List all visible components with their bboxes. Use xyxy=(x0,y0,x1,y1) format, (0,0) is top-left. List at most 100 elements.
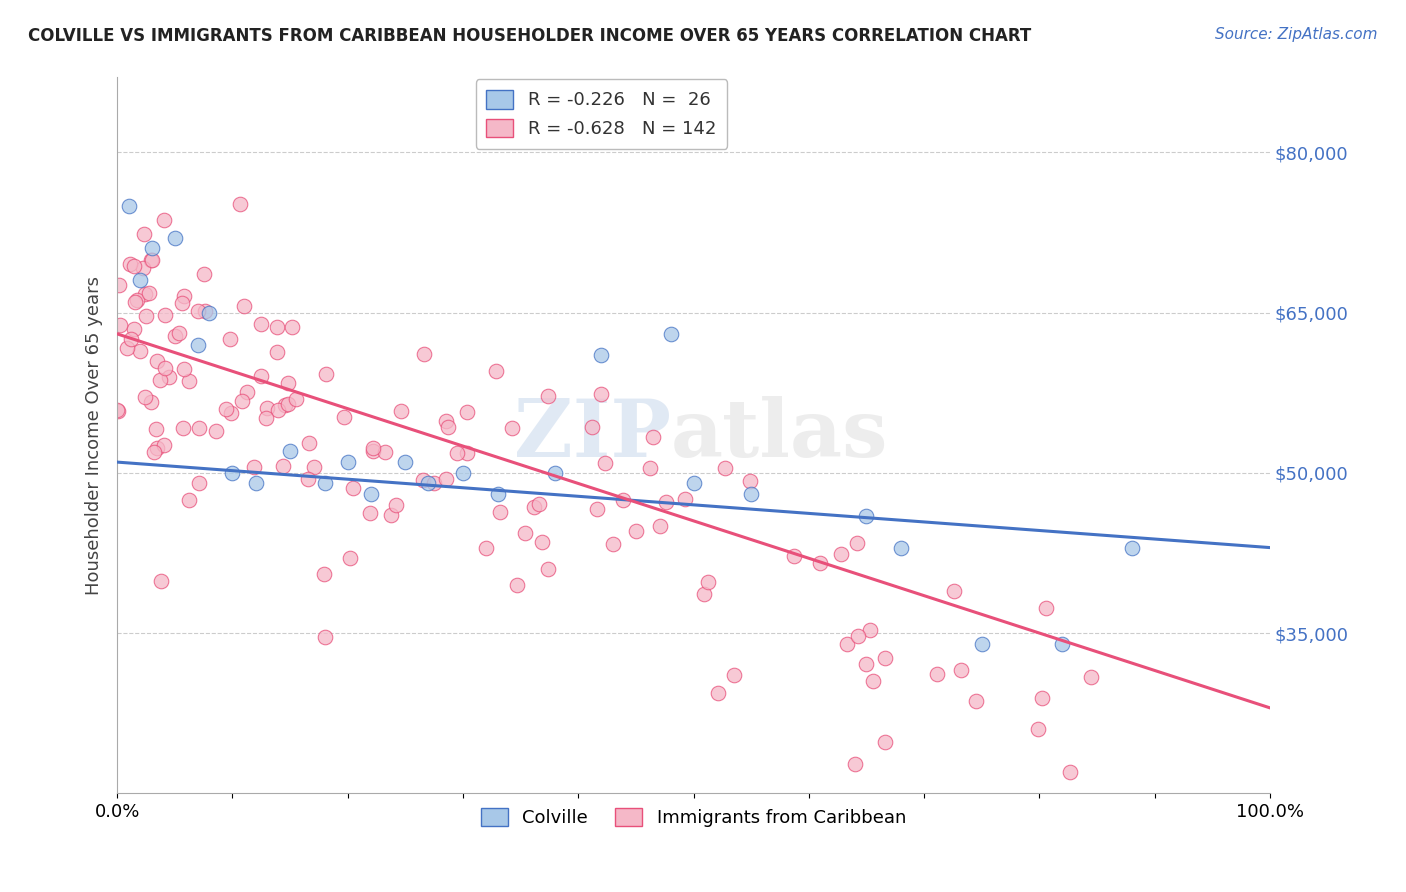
Point xyxy=(312,567,335,582)
Point xyxy=(274,398,297,412)
Point xyxy=(650,519,672,533)
Point xyxy=(339,551,361,566)
Point xyxy=(949,663,972,677)
Point xyxy=(134,390,156,404)
Point xyxy=(1059,764,1081,779)
Point xyxy=(643,430,665,444)
Point xyxy=(859,623,882,637)
Point xyxy=(970,637,993,651)
Point xyxy=(692,586,714,600)
Point xyxy=(193,267,215,281)
Point xyxy=(132,227,155,241)
Point xyxy=(359,506,381,520)
Point xyxy=(523,500,546,514)
Point xyxy=(943,584,966,599)
Point xyxy=(624,524,647,538)
Point xyxy=(593,456,616,470)
Point xyxy=(682,476,704,491)
Point xyxy=(412,473,434,487)
Point xyxy=(394,455,416,469)
Point xyxy=(380,508,402,522)
Point xyxy=(153,309,176,323)
Point xyxy=(418,476,440,491)
Point xyxy=(198,305,221,319)
Point xyxy=(173,361,195,376)
Point xyxy=(855,508,877,523)
Point xyxy=(740,487,762,501)
Point xyxy=(284,392,307,407)
Point xyxy=(170,296,193,310)
Point xyxy=(155,361,177,376)
Point xyxy=(506,577,529,591)
Point xyxy=(844,756,866,771)
Point xyxy=(139,394,162,409)
Point xyxy=(501,420,523,434)
Point xyxy=(456,404,478,418)
Point xyxy=(855,657,877,672)
Point xyxy=(486,487,509,501)
Point xyxy=(612,492,634,507)
Point xyxy=(314,630,336,644)
Point xyxy=(187,304,209,318)
Point xyxy=(655,494,678,508)
Point xyxy=(132,260,155,275)
Point xyxy=(134,286,156,301)
Text: atlas: atlas xyxy=(671,396,889,475)
Point xyxy=(602,537,624,551)
Point xyxy=(188,421,211,435)
Point xyxy=(271,459,294,474)
Point xyxy=(485,364,508,378)
Point xyxy=(120,257,142,271)
Point xyxy=(236,384,259,399)
Point xyxy=(638,461,661,475)
Point xyxy=(537,389,560,403)
Point xyxy=(873,651,896,665)
Point xyxy=(697,575,720,590)
Point xyxy=(837,637,859,651)
Point xyxy=(107,277,129,292)
Point xyxy=(456,446,478,460)
Point xyxy=(218,332,240,346)
Point xyxy=(302,460,325,475)
Point xyxy=(277,397,299,411)
Point xyxy=(361,444,384,458)
Point xyxy=(1031,690,1053,705)
Point xyxy=(659,326,682,341)
Point xyxy=(360,487,382,501)
Point xyxy=(204,425,226,439)
Point xyxy=(434,414,457,428)
Point xyxy=(141,252,163,267)
Point xyxy=(172,421,194,435)
Point xyxy=(385,498,408,512)
Point xyxy=(927,666,949,681)
Text: Source: ZipAtlas.com: Source: ZipAtlas.com xyxy=(1215,27,1378,42)
Point xyxy=(256,401,278,416)
Point xyxy=(117,341,139,355)
Point xyxy=(434,472,457,486)
Point xyxy=(412,347,434,361)
Point xyxy=(890,541,912,555)
Point xyxy=(120,332,142,346)
Point xyxy=(215,401,238,416)
Point xyxy=(249,368,271,383)
Point xyxy=(129,344,152,359)
Point xyxy=(965,694,987,708)
Point xyxy=(177,492,200,507)
Y-axis label: Householder Income Over 65 years: Householder Income Over 65 years xyxy=(86,276,103,595)
Point xyxy=(187,337,209,351)
Point xyxy=(581,420,603,434)
Point xyxy=(135,309,157,323)
Point xyxy=(1121,541,1143,555)
Point xyxy=(513,525,536,540)
Point xyxy=(361,441,384,455)
Point xyxy=(845,535,868,549)
Point xyxy=(157,369,180,384)
Point xyxy=(830,547,852,561)
Point xyxy=(173,289,195,303)
Point xyxy=(278,444,301,458)
Point xyxy=(125,293,148,307)
Text: ZIP: ZIP xyxy=(513,396,671,475)
Point xyxy=(219,406,242,420)
Legend: Colville, Immigrants from Caribbean: Colville, Immigrants from Caribbean xyxy=(474,801,914,834)
Point xyxy=(1080,670,1102,684)
